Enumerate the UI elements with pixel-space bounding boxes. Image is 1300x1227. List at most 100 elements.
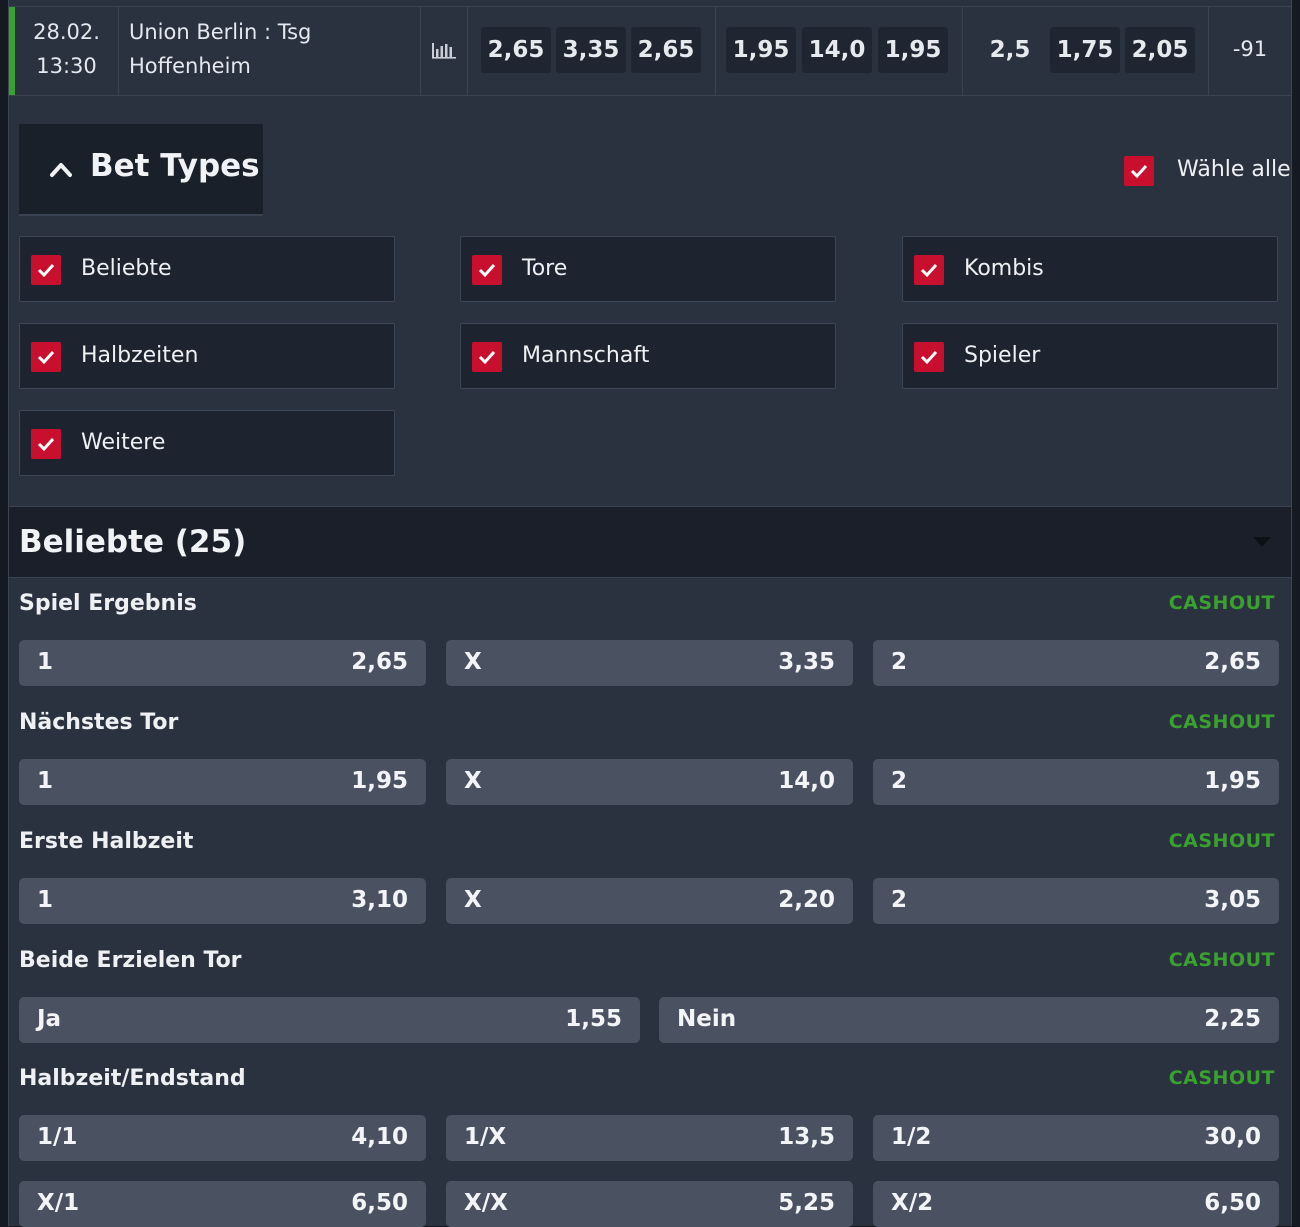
outcome-button[interactable]: 1 1,95: [19, 759, 426, 805]
match-teams[interactable]: Union Berlin : Tsg Hoffenheim: [119, 7, 421, 95]
cashout-label: CASHOUT: [1168, 592, 1275, 614]
filter-kombis[interactable]: Kombis: [902, 236, 1278, 302]
checkmark-icon: [478, 350, 496, 365]
section-title: Beliebte (25): [19, 524, 247, 560]
filter-label: Halbzeiten: [81, 343, 199, 368]
stats-button[interactable]: [421, 7, 468, 95]
outcome-button[interactable]: X/1 6,50: [19, 1181, 426, 1227]
cashout-label: CASHOUT: [1168, 711, 1275, 733]
outcome-odd: 3,10: [351, 887, 408, 913]
bet-types-title: Bet Types: [90, 148, 260, 184]
filter-label: Kombis: [964, 256, 1044, 281]
odd-button[interactable]: 2,65: [631, 27, 701, 73]
bet-types-toggle[interactable]: Bet Types: [19, 124, 263, 216]
checkbox[interactable]: [472, 342, 502, 372]
outcome-label: 2: [891, 649, 908, 675]
select-all-label: Wähle alle: [1177, 157, 1291, 182]
outcome-button[interactable]: X 14,0: [446, 759, 853, 805]
odd-button[interactable]: 2,65: [481, 27, 551, 73]
odds-group-1: 2,65 3,35 2,65: [468, 7, 716, 95]
checkbox[interactable]: [1124, 156, 1154, 186]
filter-spieler[interactable]: Spieler: [902, 323, 1278, 389]
odd-button[interactable]: 3,35: [556, 27, 626, 73]
outcome-odd: 2,65: [351, 649, 408, 675]
market-title: Erste Halbzeit: [19, 829, 194, 854]
filter-tore[interactable]: Tore: [460, 236, 836, 302]
outcome-button[interactable]: 2 2,65: [873, 640, 1279, 686]
outcome-label: X: [464, 768, 482, 794]
checkmark-icon: [920, 350, 938, 365]
outcome-button[interactable]: 1/1 4,10: [19, 1115, 426, 1161]
outcome-label: X: [464, 649, 482, 675]
odd-button[interactable]: 1,95: [726, 27, 796, 73]
team-line-2: Hoffenheim: [129, 54, 251, 78]
outcome-label: 1/2: [891, 1124, 932, 1150]
outcome-odd: 2,25: [1204, 1006, 1261, 1032]
outcome-odd: 1,95: [1204, 768, 1261, 794]
outcome-odd: 3,05: [1204, 887, 1261, 913]
outcome-button[interactable]: X/X 5,25: [446, 1181, 853, 1227]
outcome-button[interactable]: 1/X 13,5: [446, 1115, 853, 1161]
outcome-button[interactable]: Nein 2,25: [659, 997, 1279, 1043]
cashout-label: CASHOUT: [1168, 949, 1275, 971]
checkbox[interactable]: [31, 342, 61, 372]
outcome-odd: 1,95: [351, 768, 408, 794]
outcome-button[interactable]: 1 2,65: [19, 640, 426, 686]
checkmark-icon: [1130, 164, 1148, 179]
caret-down-icon[interactable]: [1253, 537, 1271, 547]
filter-mannschaft[interactable]: Mannschaft: [460, 323, 836, 389]
outcome-odd: 5,25: [778, 1190, 835, 1216]
outcome-odd: 3,35: [778, 649, 835, 675]
outcome-odd: 30,0: [1204, 1124, 1261, 1150]
match-date: 28.02.: [33, 20, 100, 44]
outcome-button[interactable]: X 3,35: [446, 640, 853, 686]
odds-group-2: 1,95 14,0 1,95: [716, 7, 963, 95]
more-markets-button[interactable]: -91: [1209, 7, 1291, 95]
checkbox[interactable]: [914, 255, 944, 285]
checkmark-icon: [37, 263, 55, 278]
outcome-button[interactable]: 1/2 30,0: [873, 1115, 1279, 1161]
checkmark-icon: [37, 437, 55, 452]
match-row[interactable]: 28.02. 13:30 Union Berlin : Tsg Hoffenhe…: [9, 6, 1291, 96]
outcome-label: 1/X: [464, 1124, 507, 1150]
outcome-button[interactable]: 2 1,95: [873, 759, 1279, 805]
checkmark-icon: [478, 263, 496, 278]
bar-chart-icon: [432, 43, 456, 59]
checkbox[interactable]: [472, 255, 502, 285]
select-all-checkbox[interactable]: Wähle alle: [1124, 155, 1291, 187]
filter-beliebte[interactable]: Beliebte: [19, 236, 395, 302]
outcome-label: 1: [37, 649, 54, 675]
checkbox[interactable]: [31, 255, 61, 285]
outcome-label: 1: [37, 768, 54, 794]
filter-weitere[interactable]: Weitere: [19, 410, 395, 476]
filter-halbzeiten[interactable]: Halbzeiten: [19, 323, 395, 389]
live-indicator: [9, 7, 15, 95]
outcome-label: X/1: [37, 1190, 80, 1216]
cashout-label: CASHOUT: [1168, 1067, 1275, 1089]
filter-label: Weitere: [81, 430, 166, 455]
match-time: 13:30: [36, 54, 97, 78]
outcome-odd: 1,55: [565, 1006, 622, 1032]
filter-label: Tore: [522, 256, 568, 281]
outcome-button[interactable]: X/2 6,50: [873, 1181, 1279, 1227]
odd-button[interactable]: 1,95: [878, 27, 948, 73]
outcome-label: X/2: [891, 1190, 934, 1216]
outcome-button[interactable]: 1 3,10: [19, 878, 426, 924]
section-header-beliebte[interactable]: Beliebte (25): [9, 506, 1291, 578]
checkbox[interactable]: [31, 429, 61, 459]
outcome-odd: 13,5: [778, 1124, 835, 1150]
outcome-label: 2: [891, 768, 908, 794]
odds-group-3: 2,5 1,75 2,05: [963, 7, 1209, 95]
more-markets-count: -91: [1232, 37, 1268, 61]
outcome-label: 2: [891, 887, 908, 913]
odd-button[interactable]: 14,0: [802, 27, 872, 73]
outcome-odd: 4,10: [351, 1124, 408, 1150]
outcome-button[interactable]: Ja 1,55: [19, 997, 640, 1043]
odd-button[interactable]: 2,05: [1125, 27, 1195, 73]
outcome-button[interactable]: X 2,20: [446, 878, 853, 924]
outcome-odd: 6,50: [351, 1190, 408, 1216]
checkbox[interactable]: [914, 342, 944, 372]
odd-button[interactable]: 1,75: [1050, 27, 1120, 73]
outcome-button[interactable]: 2 3,05: [873, 878, 1279, 924]
filter-label: Spieler: [964, 343, 1041, 368]
